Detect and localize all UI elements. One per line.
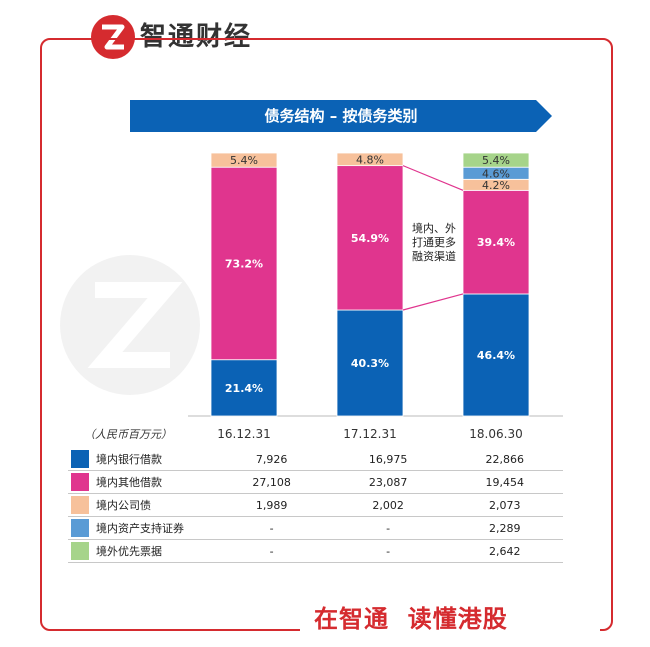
bar-segment: [336, 165, 404, 311]
table-cell: -: [213, 539, 330, 563]
series-name: 境内资产支持证券: [91, 516, 214, 540]
table-cell: 7,926: [213, 448, 330, 471]
x-tick-label: 17.12.31: [343, 427, 396, 441]
x-tick-label: 16.12.31: [217, 427, 270, 441]
legend-swatch-cell: [68, 470, 92, 494]
bar-segment: [210, 166, 278, 361]
footer-background: [300, 600, 600, 640]
data-table: 境内银行借款 7,926 16,975 22,866 境内其他借款 27,108 23,08…: [68, 448, 563, 563]
table-cell: -: [329, 539, 447, 563]
annotation: 境内、外打通更多融资渠道: [412, 221, 456, 263]
bar-segment: [462, 293, 530, 417]
data-label: 5.4%: [230, 154, 258, 167]
connector-line: [402, 293, 464, 311]
table-cell: 2,289: [446, 516, 563, 540]
table-cell: 2,073: [446, 493, 563, 517]
series-name: 境外优先票据: [91, 539, 214, 563]
table-row: 境内其他借款 27,108 23,087 19,454: [68, 470, 563, 494]
data-label: 4.8%: [356, 153, 384, 166]
stacked-bar-chart: 21.4% 73.2% 5.4% 16.12.31 40.3% 54.9% 4.8% 17.1…: [84, 152, 563, 441]
table-row: 境外优先票据 - -2,642: [68, 539, 563, 563]
bar-segment: [462, 152, 530, 168]
legend-swatch: [70, 473, 89, 491]
table-cell: 27,108: [213, 470, 330, 494]
legend-swatch-cell: [68, 516, 92, 540]
legend-swatch-cell: [68, 448, 92, 471]
brand-name: 智通财经: [140, 22, 253, 52]
data-label: 5.4%: [482, 154, 510, 167]
chart-title: 债务结构 – 按债务类别: [264, 107, 418, 125]
unit-label: （人民币百万元）: [84, 428, 172, 441]
table-cell: 2,002: [329, 493, 447, 517]
legend-swatch-cell: [68, 493, 92, 517]
series-name: 境内其他借款: [91, 470, 214, 494]
data-label: 21.4%: [225, 382, 263, 395]
data-label: 40.3%: [351, 357, 389, 370]
table-cell: -: [329, 516, 447, 540]
connector-line: [402, 165, 464, 191]
table-cell: 22,866: [446, 448, 563, 471]
legend-swatch: [70, 496, 89, 514]
bar-segment: [210, 152, 278, 168]
bar-segment: [336, 309, 404, 417]
zhitong-logo-icon: [91, 15, 135, 59]
bar-segment: [336, 152, 404, 167]
table-cell: 2,642: [446, 539, 563, 563]
table-row: 境内银行借款 7,926 16,975 22,866: [68, 448, 563, 471]
data-label: 73.2%: [225, 257, 263, 270]
table-row: 境内资产支持证券 - -2,289: [68, 516, 563, 540]
legend-swatch: [70, 519, 89, 537]
data-label: 46.4%: [477, 349, 515, 362]
bar-segment: [210, 359, 278, 417]
series-name: 境内公司债: [91, 493, 214, 517]
legend-swatch: [70, 542, 89, 560]
title-banner: [130, 100, 552, 132]
table-cell: 1,989: [213, 493, 330, 517]
data-label: 54.9%: [351, 232, 389, 245]
legend-swatch-cell: [68, 539, 92, 563]
slogan: 在智通 读懂港股: [314, 605, 508, 633]
x-tick-label: 18.06.30: [469, 427, 522, 441]
data-label: 4.2%: [482, 179, 510, 192]
table-row: 境内公司债 1,989 2,002 2,073: [68, 493, 563, 517]
data-label: 39.4%: [477, 236, 515, 249]
table-cell: 19,454: [446, 470, 563, 494]
series-name: 境内银行借款: [91, 448, 214, 471]
legend-swatch: [70, 450, 89, 468]
table-cell: 23,087: [329, 470, 447, 494]
table-cell: 16,975: [329, 448, 447, 471]
table-cell: -: [213, 516, 330, 540]
data-label: 4.6%: [482, 167, 510, 180]
